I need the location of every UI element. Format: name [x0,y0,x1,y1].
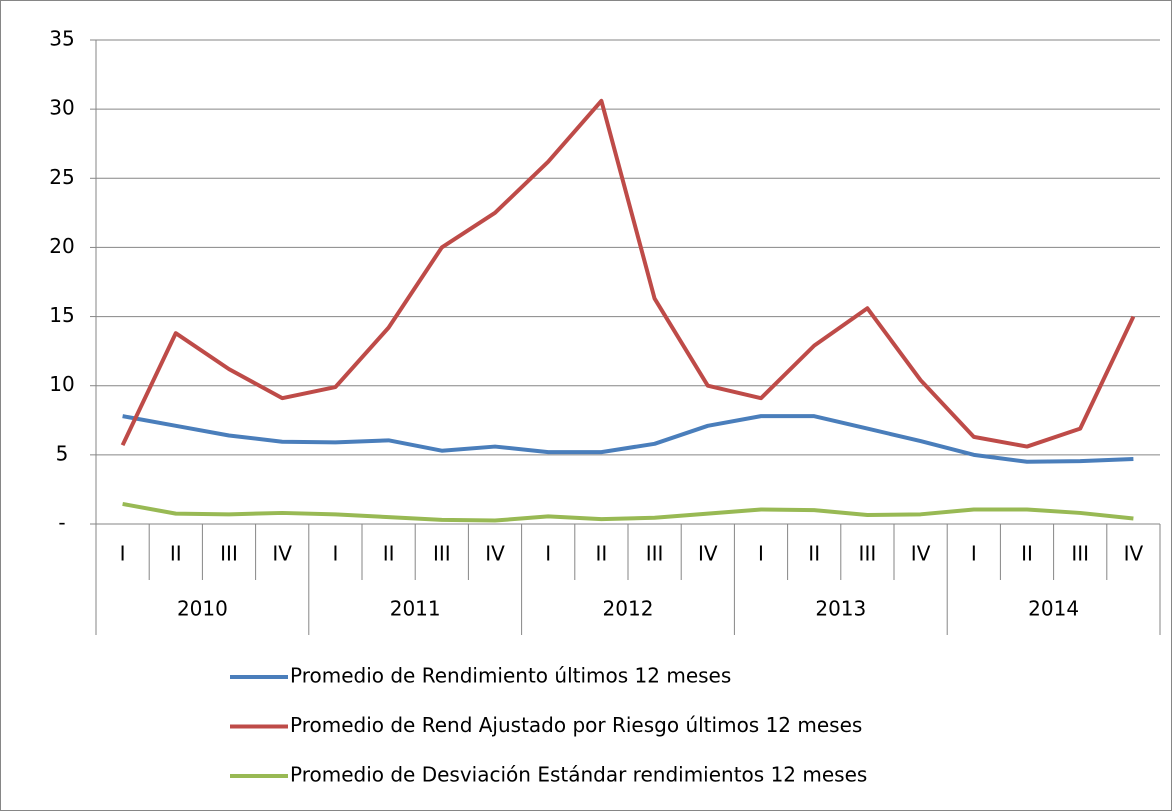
x-tick-label: II [1021,542,1033,566]
x-group-label: 2013 [815,597,866,621]
x-group-label: 2010 [177,597,228,621]
x-tick-label: III [859,542,877,566]
series-line [120,98,1136,449]
legend-label: Promedio de Desviación Estándar rendimie… [290,763,867,787]
x-tick-label: I [971,542,977,566]
series-line [122,501,1134,523]
x-tick-label: IV [272,542,292,566]
y-tick-label: 10 [49,372,74,396]
x-tick-label: IV [1124,542,1144,566]
x-tick-label: IV [911,542,931,566]
x-tick-label: I [332,542,338,566]
x-group-label: 2011 [390,597,441,621]
y-tick-label: 20 [49,234,74,258]
y-tick-label: 5 [56,441,69,465]
x-tick-label: III [433,542,451,566]
x-tick-label: III [1071,542,1089,566]
x-tick-label: I [758,542,764,566]
x-tick-label: II [596,542,608,566]
x-tick-label: III [646,542,664,566]
x-tick-label: IV [698,542,718,566]
y-tick-label: 35 [49,27,74,51]
legend-label: Promedio de Rend Ajustado por Riesgo últ… [290,713,862,737]
x-tick-label: I [120,542,126,566]
y-tick-label: 15 [49,303,74,327]
x-tick-label: II [808,542,820,566]
x-group-label: 2014 [1028,597,1079,621]
x-tick-label: I [545,542,551,566]
legend-label: Promedio de Rendimiento últimos 12 meses [290,664,731,688]
y-tick-label: 30 [49,96,74,120]
y-tick-label: 25 [49,165,74,189]
series-line [122,414,1134,464]
x-group-label: 2012 [603,597,654,621]
x-tick-label: IV [485,542,505,566]
x-tick-label: III [220,542,238,566]
y-tick-label: - [58,511,65,535]
x-tick-label: II [170,542,182,566]
x-tick-label: II [383,542,395,566]
